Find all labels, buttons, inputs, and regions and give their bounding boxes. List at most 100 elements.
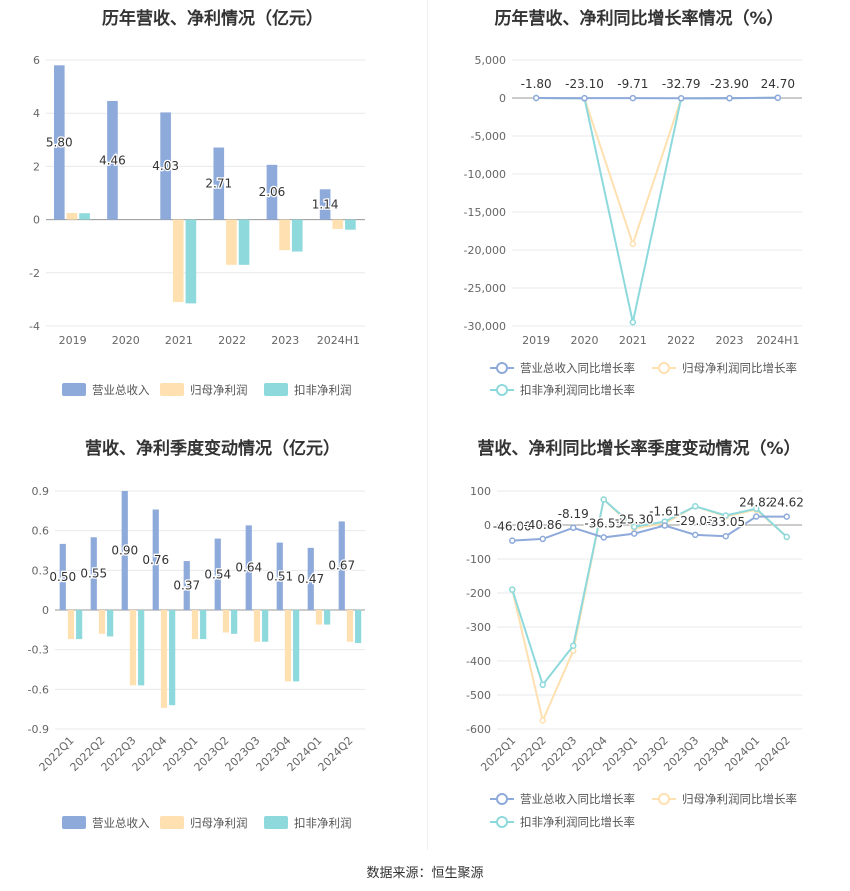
series-line [511,497,788,724]
chart-title: 历年营收、净利情况（亿元） [102,9,323,29]
data-point [509,537,516,544]
y-tick-label: -20,000 [464,244,506,257]
data-point [661,522,668,529]
legend-marker [658,362,670,374]
legend-label: 扣非净利润同比增长率 [520,815,635,829]
data-label: -46.00 [493,520,532,534]
bar [183,561,190,610]
data-label: 0.76 [142,553,169,567]
bar [332,219,344,229]
data-label: -25.30 [615,513,654,527]
y-tick-label: 2 [33,160,40,173]
y-tick-label: 100 [470,485,491,498]
bar [319,189,331,220]
bar [67,610,75,640]
data-label: 0.47 [297,572,324,586]
bar [279,219,290,251]
data-label: -32.79 [662,77,701,91]
bar [276,542,283,610]
bar [90,537,97,610]
y-tick-label: 4 [33,107,40,120]
data-label: 24.62 [770,496,804,510]
bar [76,610,83,640]
bar [338,521,345,610]
bar [107,610,114,637]
x-tick-label: 2021 [165,334,193,347]
data-point [532,94,540,102]
panel-divider [427,0,428,850]
legend-swatch [264,383,288,396]
data-point [692,531,699,539]
series-line [512,515,787,542]
annual-amount-chart: 历年营收、净利情况（亿元） 6 4 2 0 -2 -4 2019 2020 2021 2022 20… [0,0,425,410]
bar [238,219,250,265]
data-point [539,717,546,724]
data-label: 4.46 [99,153,126,167]
bar [121,491,128,610]
series-line [536,96,778,323]
bar [245,525,252,610]
data-label: 0.50 [49,570,76,584]
data-point [726,94,733,102]
data-point [692,503,699,510]
data-point [629,94,637,102]
bar [284,610,292,682]
quarterly-amount-plot: 0.90.60.30-0.3-0.6-0.92022Q12022Q22022Q3… [28,485,365,830]
y-tick-label: -100 [466,553,491,566]
bar [213,147,225,220]
bar [315,610,323,625]
bar [200,610,207,640]
data-point [600,534,607,541]
data-point [581,94,588,102]
x-tick-label: 2020 [571,334,599,347]
data-point [629,318,637,326]
annual-growth-chart: 历年营收、净利同比增长率情况（%） 5,000 0 -5,000 -10,000 -15… [428,0,850,410]
bar [59,543,66,610]
bar [253,610,261,642]
bar [345,219,356,230]
data-label: 0.55 [80,567,107,581]
data-label: 0.37 [173,579,200,593]
quarterly-growth-plot: 1000-100-200-300-400-500-6002022Q12022Q2… [466,485,805,829]
data-label: 0.51 [266,569,293,583]
x-tick-label: 2024H1 [756,334,799,347]
x-tick-label: 2021 [619,334,647,347]
data-label: -9.71 [617,77,648,91]
quarterly-growth-chart: 营收、净利同比增长率季度变动情况（%） 100 0 -100 -200 -300 -400… [428,425,850,850]
y-tick-label: 0 [33,214,40,227]
data-point [600,496,607,503]
data-point [774,94,782,102]
x-tick-label: 2023 [271,334,299,347]
chart-title: 营收、净利同比增长率季度变动情况（%） [477,439,801,459]
y-tick-label: -500 [466,689,491,702]
data-point [631,530,638,537]
data-label: -23.10 [565,77,604,91]
legend-marker [658,793,670,805]
legend-label: 扣非净利润同比增长率 [520,383,635,397]
legend-label: 归母净利润同比增长率 [682,792,797,806]
y-tick-label: 5,000 [475,54,507,67]
y-tick-label: -15,000 [464,206,506,219]
series-line [511,497,788,687]
data-label: 24.82 [739,496,773,510]
bar [98,610,106,634]
bar [53,65,65,220]
x-tick-label: 2019 [59,334,87,347]
bar [346,610,354,642]
bar [291,219,303,252]
bar [160,112,171,220]
data-label: 0.54 [204,567,231,581]
y-tick-label: -0.3 [28,644,49,657]
data-label: -1.61 [649,505,680,519]
y-tick-label: -2 [29,267,40,280]
data-label: 2.71 [205,177,232,191]
quarterly-amount-chart: 营收、净利季度变动情况（亿元） 0.9 0.6 0.3 0 -0.3 -0.6 -0.9 20… [0,425,425,850]
data-point [753,505,760,512]
x-tick-label: 2020 [112,334,140,347]
annual-amount-plot: 6 4 2 0 -2 -4 2019 2020 2021 2022 2023 2024H1 5.80 4.… [29,54,365,397]
bar [293,610,300,682]
bar [355,610,362,644]
data-point [509,586,516,593]
data-label: 1.14 [312,197,339,211]
legend-marker [496,816,508,828]
